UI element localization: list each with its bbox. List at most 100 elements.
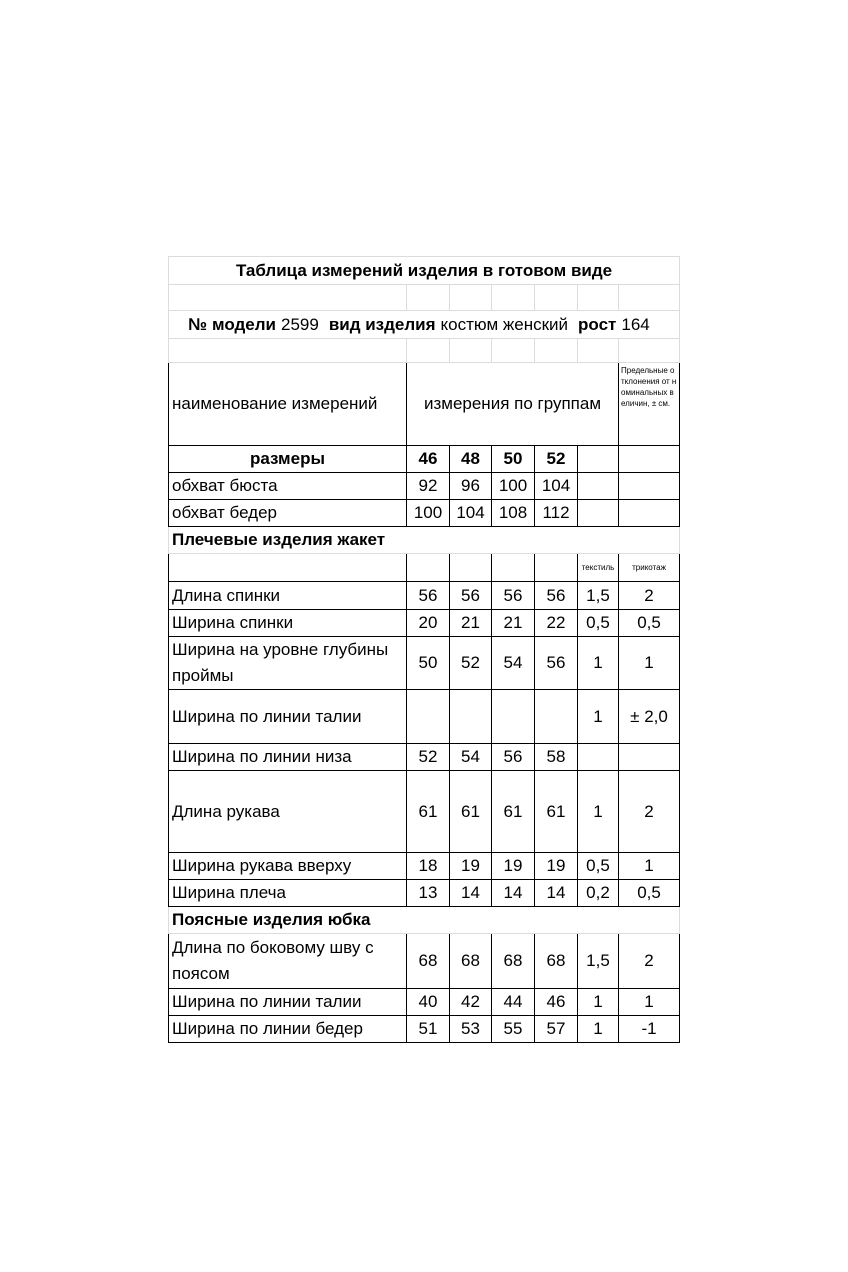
type-label: вид изделия — [328, 314, 436, 334]
header-groups: измерения по группам — [406, 362, 619, 446]
header-tolerance: Предельные отклонения от номинальных вел… — [617, 362, 681, 446]
value — [534, 689, 578, 744]
table-row: Плечевые изделия жакет — [167, 526, 681, 554]
tolerance: 1 — [577, 770, 619, 853]
value: 44 — [491, 988, 535, 1016]
value: 53 — [449, 1015, 492, 1043]
model-line: № модели 2599 вид изделия костюм женский рос… — [167, 310, 681, 339]
value: 18 — [406, 852, 450, 880]
table-row: Ширина спинки 20 21 21 22 0,5 0,5 — [168, 609, 681, 637]
table-row: наименование измерений измерения по групп… — [168, 362, 681, 446]
value: 100 — [406, 499, 450, 527]
cell — [534, 553, 578, 582]
tolerance: 1 — [617, 988, 681, 1016]
table-row: Ширина по линии бедер 51 53 55 57 1 -1 — [168, 1015, 681, 1043]
table-row: Поясные изделия юбка — [167, 906, 681, 934]
value: 56 — [406, 581, 450, 610]
value: 108 — [491, 499, 535, 527]
model-label: № модели — [188, 314, 276, 334]
table-row — [168, 338, 681, 363]
cell — [491, 338, 535, 363]
value: 54 — [449, 743, 492, 771]
cell — [449, 284, 492, 311]
value: 14 — [491, 879, 535, 907]
model-value: 2599 — [280, 314, 319, 334]
value: 20 — [406, 609, 450, 637]
cell — [534, 284, 578, 311]
value: 13 — [406, 879, 450, 907]
table-row: Таблица измерений изделия в готовом виде — [167, 256, 681, 285]
row-label: Длина рукава — [168, 770, 407, 853]
cell — [491, 284, 535, 311]
tolerance: 0,2 — [577, 879, 619, 907]
sizes-label: размеры — [168, 445, 407, 473]
tolerance: 0,5 — [577, 609, 619, 637]
tolerance: 2 — [617, 770, 681, 853]
table-row: Длина спинки 56 56 56 56 1,5 2 — [168, 581, 681, 610]
type-value: костюм женский — [440, 314, 569, 334]
value: 58 — [534, 743, 578, 771]
cell — [617, 472, 681, 500]
tolerance: 2 — [617, 933, 681, 989]
tolerance: 1 — [617, 636, 681, 690]
table-row: Длина по боковому шву с поясом 68 68 68 68 1,… — [168, 933, 681, 989]
value: 61 — [534, 770, 578, 853]
row-label: Ширина по линии талии — [168, 988, 407, 1016]
table-row: Ширина плеча 13 14 14 14 0,2 0,5 — [168, 879, 681, 907]
table-body: Таблица измерений изделия в готовом виде… — [167, 256, 681, 1043]
cell — [577, 472, 619, 500]
value: 56 — [491, 743, 535, 771]
row-label: обхват бедер — [168, 499, 407, 527]
value: 50 — [406, 636, 450, 690]
size: 52 — [534, 445, 578, 473]
tolerance: 1 — [577, 1015, 619, 1043]
header-name: наименование измерений — [168, 362, 407, 446]
title: Таблица измерений изделия в готовом виде — [167, 256, 681, 285]
cell — [406, 284, 450, 311]
value: 14 — [534, 879, 578, 907]
row-label: Ширина плеча — [168, 879, 407, 907]
cell — [491, 553, 535, 582]
value: 100 — [491, 472, 535, 500]
table-row: Ширина по линии низа 52 54 56 58 — [168, 743, 681, 771]
row-label: обхват бюста — [168, 472, 407, 500]
value: 56 — [491, 581, 535, 610]
table-row: обхват бюста 92 96 100 104 — [168, 472, 681, 500]
table-row: обхват бедер 100 104 108 112 — [168, 499, 681, 527]
value: 57 — [534, 1015, 578, 1043]
row-label: Ширина по линии бедер — [168, 1015, 407, 1043]
tolerance: ± 2,0 — [617, 689, 681, 744]
table-row: № модели 2599 вид изделия костюм женский рос… — [167, 310, 681, 339]
value: 55 — [491, 1015, 535, 1043]
tolerance-header: текстиль — [577, 553, 619, 582]
cell — [449, 553, 492, 582]
value: 104 — [534, 472, 578, 500]
table-row: Ширина на уровне глубины проймы 50 52 54 56 1… — [168, 636, 681, 690]
table-row: Ширина по линии талии 1 ± 2,0 — [168, 689, 681, 744]
value: 19 — [449, 852, 492, 880]
size: 48 — [449, 445, 492, 473]
value: 40 — [406, 988, 450, 1016]
table-row: размеры 46 48 50 52 — [168, 445, 681, 473]
value: 68 — [449, 933, 492, 989]
cell — [617, 445, 681, 473]
tolerance: 0,5 — [617, 609, 681, 637]
cell — [168, 553, 407, 582]
cell — [449, 338, 492, 363]
value: 104 — [449, 499, 492, 527]
cell — [617, 338, 681, 363]
cell — [534, 338, 578, 363]
row-label: Ширина спинки — [168, 609, 407, 637]
value: 56 — [449, 581, 492, 610]
value: 56 — [534, 581, 578, 610]
row-label: Длина по боковому шву с поясом — [168, 933, 407, 989]
tolerance: 1 — [577, 636, 619, 690]
tolerance: -1 — [617, 1015, 681, 1043]
measurement-table: Таблица измерений изделия в готовом виде… — [167, 256, 681, 1043]
tolerance — [577, 743, 619, 771]
table-row: Ширина по линии талии 40 42 44 46 1 1 — [168, 988, 681, 1016]
value: 21 — [449, 609, 492, 637]
value: 56 — [534, 636, 578, 690]
value: 61 — [406, 770, 450, 853]
